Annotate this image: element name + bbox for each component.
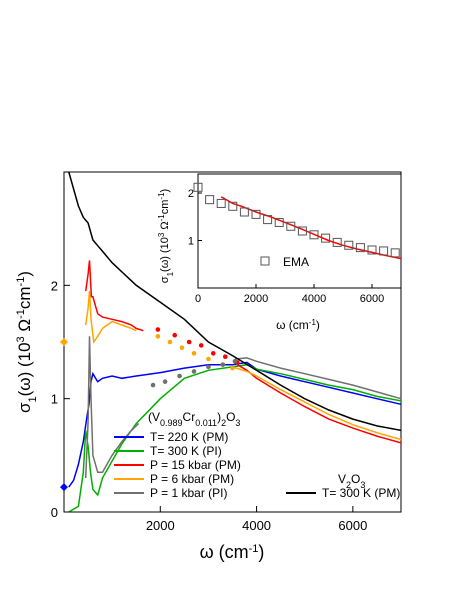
x-tick-label-2000: 2000: [146, 518, 175, 533]
legend-label-p-6-kbar-pm: P = 6 kbar (PM): [150, 472, 234, 486]
series-line-t-220-k-pm: [68, 361, 402, 488]
series-dot-p-15-kbar-pm-2: [186, 339, 192, 345]
series-dot-p-6-kbar-pm-4: [206, 356, 211, 362]
inset-ema-point-5: [251, 209, 261, 219]
series-dot-p-1-kbar-pi-0: [150, 382, 156, 388]
left-marker-0: [60, 338, 68, 346]
legend-label-t-300-k-pi: T= 300 K (PI): [150, 444, 222, 458]
inset-ema-point-2: [216, 198, 226, 208]
inset-ema-point-12: [332, 237, 342, 247]
series-dot-p-15-kbar-pm-5: [222, 354, 228, 360]
series-dot-p-1-kbar-pi-1: [162, 379, 168, 384]
main-y-axis-label: σ1(ω) (103 Ω-1cm-1): [15, 271, 39, 413]
legend-title: (V0.989Cr0.011)2O3: [148, 410, 240, 428]
left-marker-1: [60, 483, 68, 492]
series-dot-p-1-kbar-pi-2: [177, 373, 182, 379]
inset-ema-point-6: [263, 215, 273, 225]
main-series-group: [60, 171, 402, 513]
series-dot-p-6-kbar-pm-2: [179, 345, 185, 350]
main-y-ticks: 0 1 2: [51, 278, 70, 520]
legend-label-t-220-k-pm: T= 220 K (PM): [150, 430, 228, 444]
series-line-p-15-kbar-pm: [84, 260, 144, 332]
inset-ema-point-17: [390, 248, 400, 258]
series-dot-p-15-kbar-pm-0: [155, 327, 161, 332]
inset-y-axis-label: σ1(ω) (103 Ω-1cm-1): [157, 189, 175, 283]
inset-y-tick-label-1: 1: [188, 236, 194, 248]
series-dot-p-6-kbar-pm-0: [155, 334, 161, 339]
inset-x-ticks: 0 2000 4000 6000: [195, 284, 384, 305]
inset-y-ticks: 12: [188, 188, 202, 248]
legend-group-2: V2O3 T= 300 K (PM): [286, 472, 400, 500]
series-dot-p-1-kbar-pi-6: [232, 358, 238, 364]
series-line-p-6-kbar-pm: [84, 290, 137, 345]
x-tick-label-4000: 4000: [242, 518, 271, 533]
inset-plot-frame: [197, 173, 402, 289]
x-tick-label-6000: 6000: [338, 518, 367, 533]
series-dot-p-1-kbar-pi-5: [220, 362, 226, 367]
inset-data-line: [220, 196, 402, 260]
inset-ema-point-9: [297, 226, 307, 236]
legend-label-p-15-kbar-pm: P = 15 kbar (PM): [150, 458, 241, 472]
series-dot-p-1-kbar-pi-3: [191, 369, 197, 374]
series-dot-p-6-kbar-pm-1: [167, 339, 173, 345]
inset-ema-point-8: [286, 221, 296, 231]
inset-ema-point-14: [355, 243, 365, 253]
inset-legend-marker: [260, 256, 270, 266]
inset-ema-point-1: [205, 195, 215, 205]
inset-ema-point-11: [321, 233, 331, 243]
series-line-p-6-kbar-pm-high: [232, 366, 402, 441]
inset-ema-point-0: [193, 182, 203, 192]
inset-x-tick-label-2000: 2000: [244, 293, 268, 305]
series-dot-p-15-kbar-pm-3: [198, 343, 204, 348]
inset-x-axis-label: ω (cm-1): [276, 318, 320, 333]
legend-label-t-300-k-pm: T= 300 K (PM): [322, 486, 400, 500]
main-x-axis-label: ω (cm-1): [200, 542, 265, 562]
inset-ema-point-10: [309, 230, 319, 240]
inset-y-tick-label-2: 2: [188, 188, 194, 200]
series-dot-p-15-kbar-pm-4: [210, 351, 216, 356]
main-x-ticks: 2000 4000 6000: [146, 506, 367, 533]
inset-x-tick-label-6000: 6000: [360, 293, 384, 305]
series-dot-p-1-kbar-pi-4: [206, 364, 211, 370]
inset-ema-point-15: [367, 245, 377, 255]
series-line-t-300-k-pm: [68, 171, 402, 432]
legend2-title: V2O3: [338, 472, 365, 490]
inset-plot: 0 2000 4000 6000 12 ω (cm-1) σ1(ω) (103 Ω-1…: [157, 173, 402, 333]
inset-ema-point-3: [228, 201, 238, 211]
inset-x-tick-label-0: 0: [195, 293, 201, 305]
legend-entries: T= 220 K (PM)T= 300 K (PI)P = 15 kbar (P…: [114, 430, 241, 500]
inset-ema-point-13: [344, 240, 354, 250]
inset-ema-point-16: [379, 246, 389, 256]
y-tick-label-0: 0: [51, 505, 58, 520]
series-line-p-1-kbar-pi: [84, 336, 140, 479]
legend2-entries: T= 300 K (PM): [286, 486, 400, 500]
legend-group-1: (V0.989Cr0.011)2O3 T= 220 K (PM)T= 300 K…: [114, 410, 241, 500]
inset-ema-point-7: [274, 217, 284, 227]
inset-series-group: [193, 182, 402, 260]
y-tick-label-1: 1: [51, 392, 58, 407]
series-dot-p-15-kbar-pm-1: [172, 332, 178, 338]
y-tick-label-2: 2: [51, 278, 58, 293]
series-dot-p-6-kbar-pm-3: [191, 351, 197, 356]
legend-label-p-1-kbar-pi: P = 1 kbar (PI): [150, 486, 227, 500]
inset-legend-label: EMA: [283, 255, 309, 269]
inset-ema-point-4: [239, 207, 249, 217]
inset-x-tick-label-4000: 4000: [302, 293, 326, 305]
series-line-p-1-kbar-pi-high: [234, 357, 402, 400]
main-plot: 2000 4000 6000 012 ω (cm-1) σ1(ω) (103 Ω-1…: [15, 171, 402, 562]
